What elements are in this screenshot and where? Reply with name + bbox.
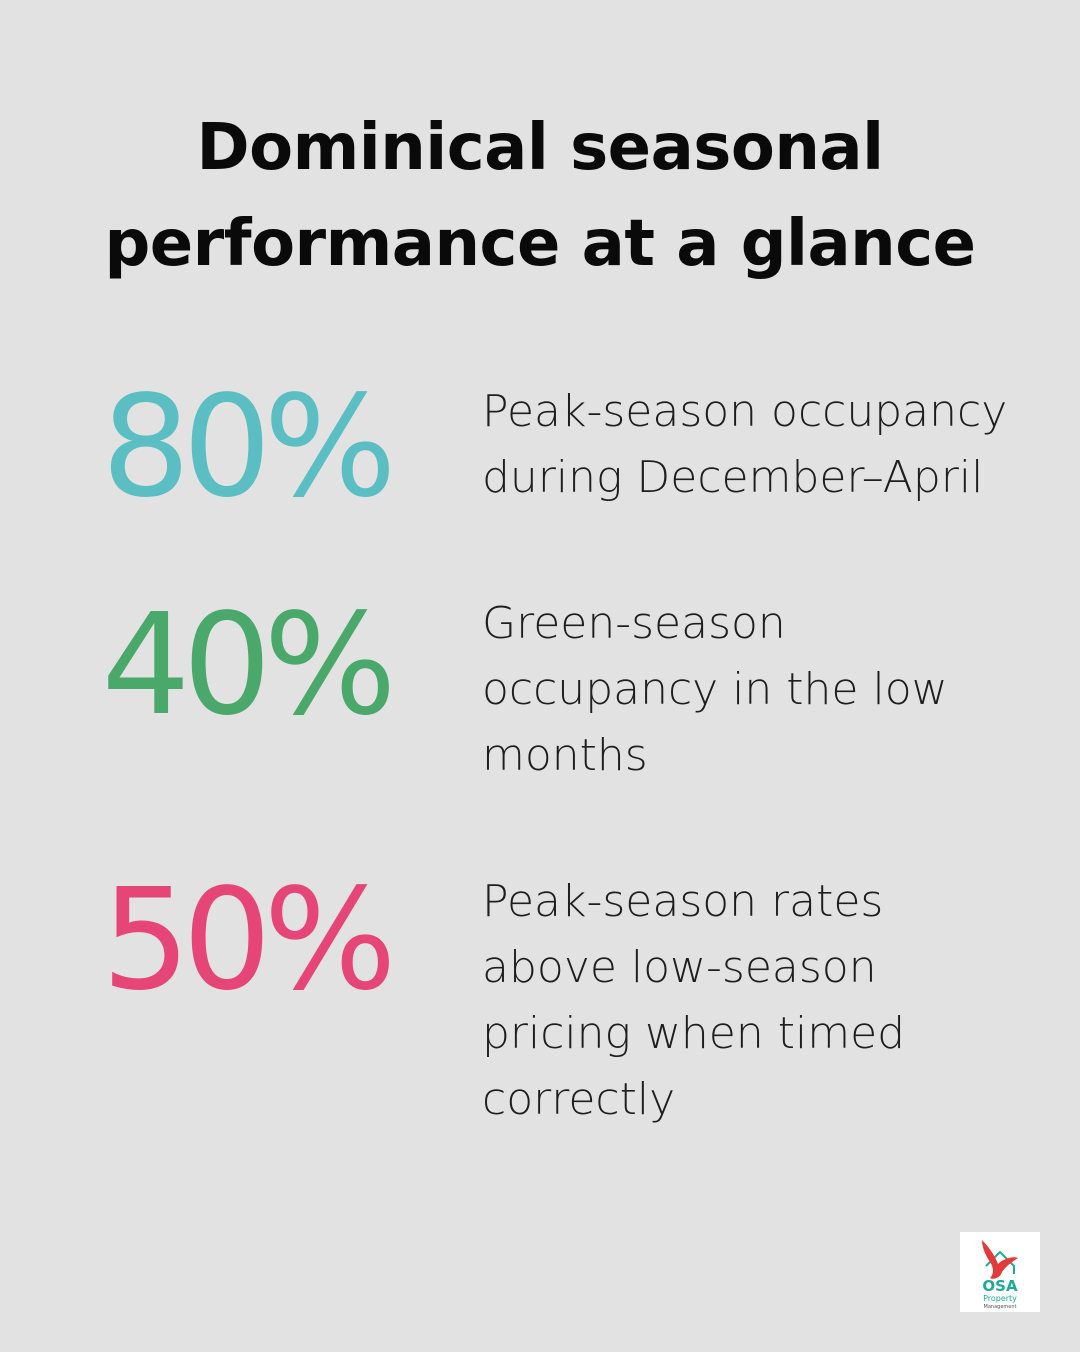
stat-description: Peak-season occupancy during December–Ap… — [482, 386, 1008, 503]
bird-house-logo-icon: OSA Property Management — [982, 1240, 1018, 1310]
logo-line2: Management — [984, 1304, 1017, 1310]
company-logo: OSA Property Management — [960, 1232, 1040, 1312]
stat-value: 40% — [101, 584, 396, 747]
logo-line1: Property — [983, 1294, 1017, 1303]
stat-value: 80% — [101, 366, 396, 529]
logo-name: OSA — [982, 1277, 1018, 1295]
page-title: Dominical seasonal performance at a glan… — [104, 111, 976, 281]
stat-description: Peak-season rates above low-season prici… — [482, 876, 906, 1125]
stat-value: 50% — [101, 859, 396, 1022]
stat-description: Green-season occupancy in the low months — [482, 598, 948, 781]
